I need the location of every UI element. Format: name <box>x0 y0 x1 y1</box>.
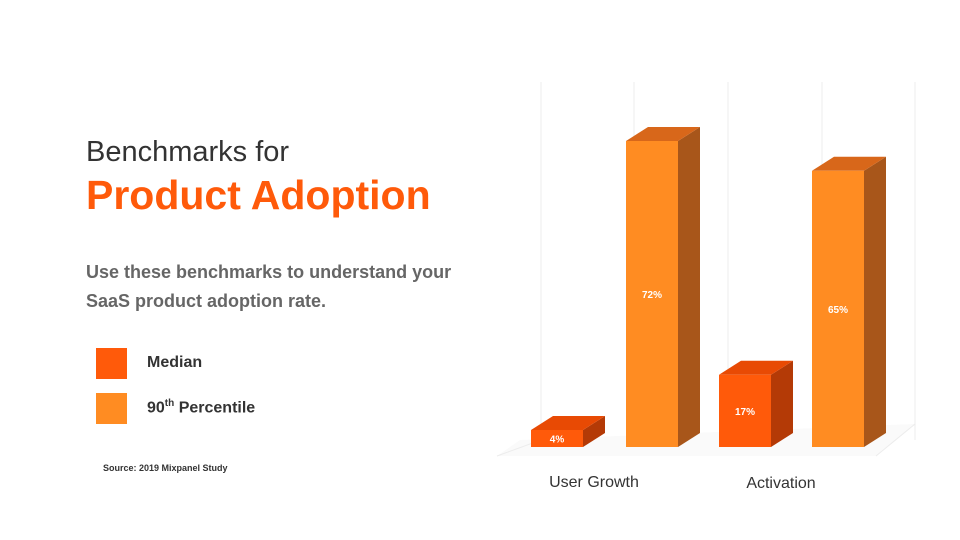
bar-user-growth-median-front <box>531 430 583 447</box>
bar-user-growth-90th-label: 72% <box>642 290 662 301</box>
bar-user-growth-median-top <box>531 416 605 430</box>
bar-activation-median-side <box>771 360 793 447</box>
legend-swatch-median <box>96 347 127 379</box>
title-line-1: Benchmarks for <box>86 136 290 168</box>
bar-activation-90th-side <box>864 156 886 447</box>
bar-user-growth-median-side <box>583 416 605 447</box>
bar-activation-90th-label: 65% <box>828 305 848 316</box>
bar-user-growth-90th-front <box>626 141 678 447</box>
legend-label-90th-number: 90 <box>147 399 165 417</box>
legend-label-90th-suffix: Percentile <box>174 399 256 417</box>
bar-activation-median-front <box>719 374 771 447</box>
legend-item-90th-percentile: 90th Percentile <box>96 392 255 424</box>
subtitle: Use these benchmarks to understand your … <box>86 262 452 311</box>
legend-item-median: Median <box>96 347 202 379</box>
bar-activation-90th-top <box>812 156 886 171</box>
legend-swatch-90th-percentile <box>96 392 127 424</box>
bar-user-growth-median-label: 4% <box>550 435 565 446</box>
legend-label-median: Median <box>147 354 203 371</box>
bar-user-growth-90th-side <box>678 127 700 447</box>
category-label-user-growth: User Growth <box>549 474 639 491</box>
title-line-2: Product Adoption <box>86 172 431 218</box>
floor-edge-right <box>875 423 916 457</box>
bar-activation-median-top <box>719 360 793 375</box>
bar-user-growth-90th-top <box>626 127 700 141</box>
category-label-activation: Activation <box>746 475 815 492</box>
source-note: Source: 2019 Mixpanel Study <box>103 463 228 473</box>
legend-label-90th-sup: th <box>164 398 175 410</box>
chart-floor <box>497 424 915 456</box>
bar-activation-median-label: 17% <box>735 407 755 418</box>
legend-label-90th-percentile: 90th Percentile <box>147 398 255 417</box>
bar-activation-90th-front <box>812 170 864 447</box>
